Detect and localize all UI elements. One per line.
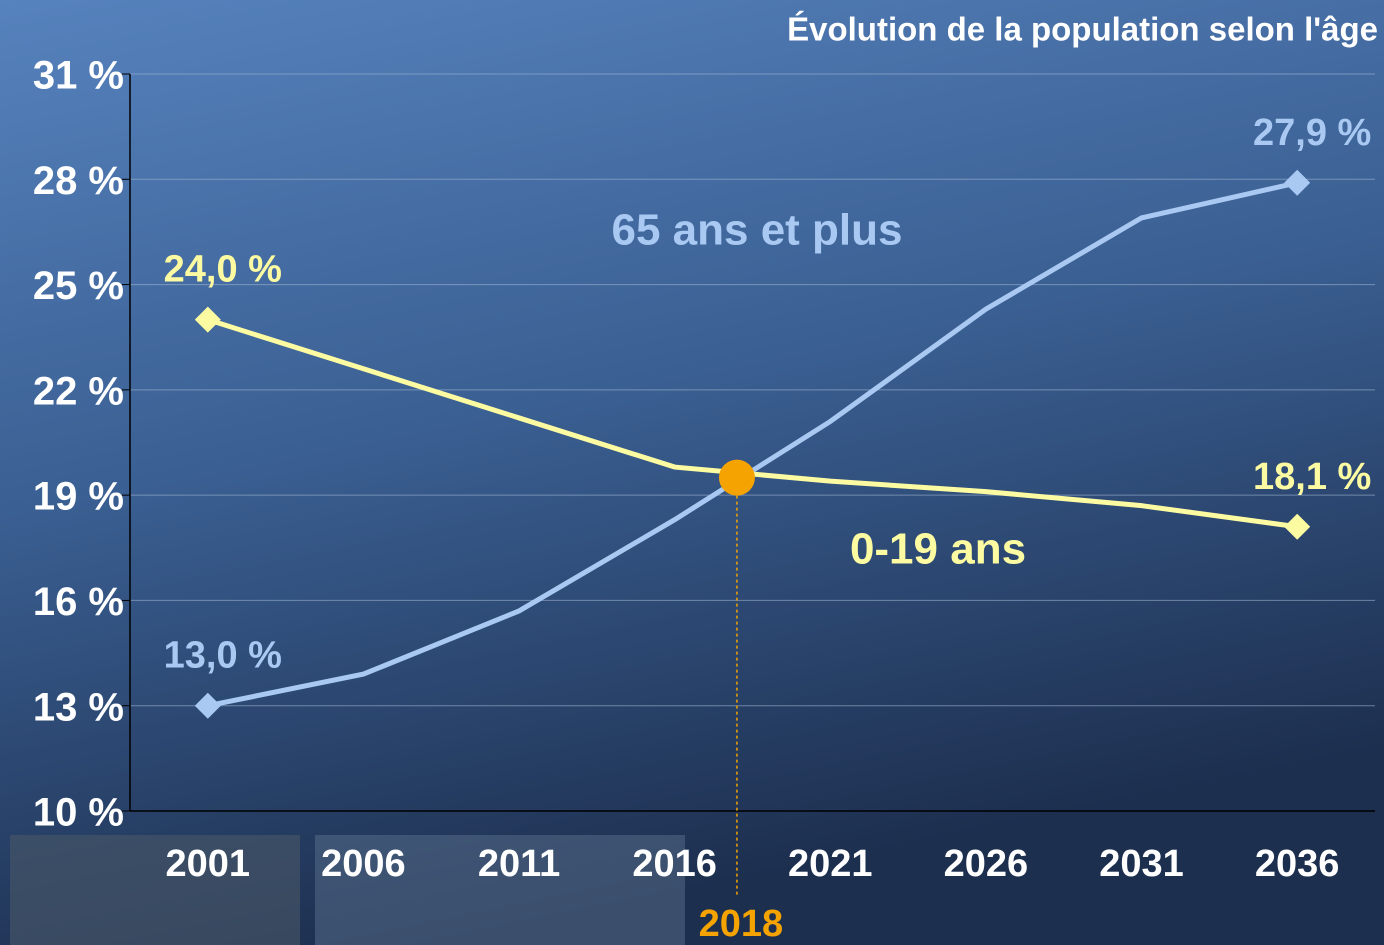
data-point	[194, 306, 221, 333]
x-tick-label: 2016	[632, 843, 717, 885]
photo	[315, 835, 685, 945]
y-tick-label: 13 %	[33, 685, 124, 729]
photo	[10, 835, 300, 945]
data-point	[1284, 169, 1311, 196]
x-tick-label: 2036	[1255, 843, 1340, 885]
x-tick-label: 2031	[1099, 843, 1184, 885]
y-tick-label: 22 %	[33, 369, 124, 413]
highlight-point	[718, 459, 755, 496]
y-tick-label: 31 %	[33, 54, 124, 98]
series-label: 0-19 ans	[850, 525, 1026, 574]
data-point	[1284, 513, 1311, 540]
value-label: 24,0 %	[164, 249, 282, 291]
y-tick-label: 10 %	[33, 791, 124, 835]
series-label: 65 ans et plus	[611, 206, 902, 255]
x-tick-label: 2026	[944, 843, 1029, 885]
y-tick-label: 16 %	[33, 580, 124, 624]
y-tick-label: 25 %	[33, 264, 124, 308]
value-label: 18,1 %	[1253, 456, 1371, 498]
x-tick-label: 2021	[788, 843, 873, 885]
x-tick-label: 2001	[166, 843, 251, 885]
value-label: 13,0 %	[164, 635, 282, 677]
x-tick-label: 2011	[478, 843, 560, 885]
value-label: 27,9 %	[1253, 112, 1371, 154]
highlight-label: 2018	[699, 903, 784, 945]
y-tick-label: 28 %	[33, 159, 124, 203]
chart-title: Évolution de la population selon l'âge	[787, 11, 1378, 48]
y-tick-label: 19 %	[33, 475, 124, 519]
data-point	[194, 692, 221, 719]
x-tick-label: 2006	[321, 843, 406, 885]
